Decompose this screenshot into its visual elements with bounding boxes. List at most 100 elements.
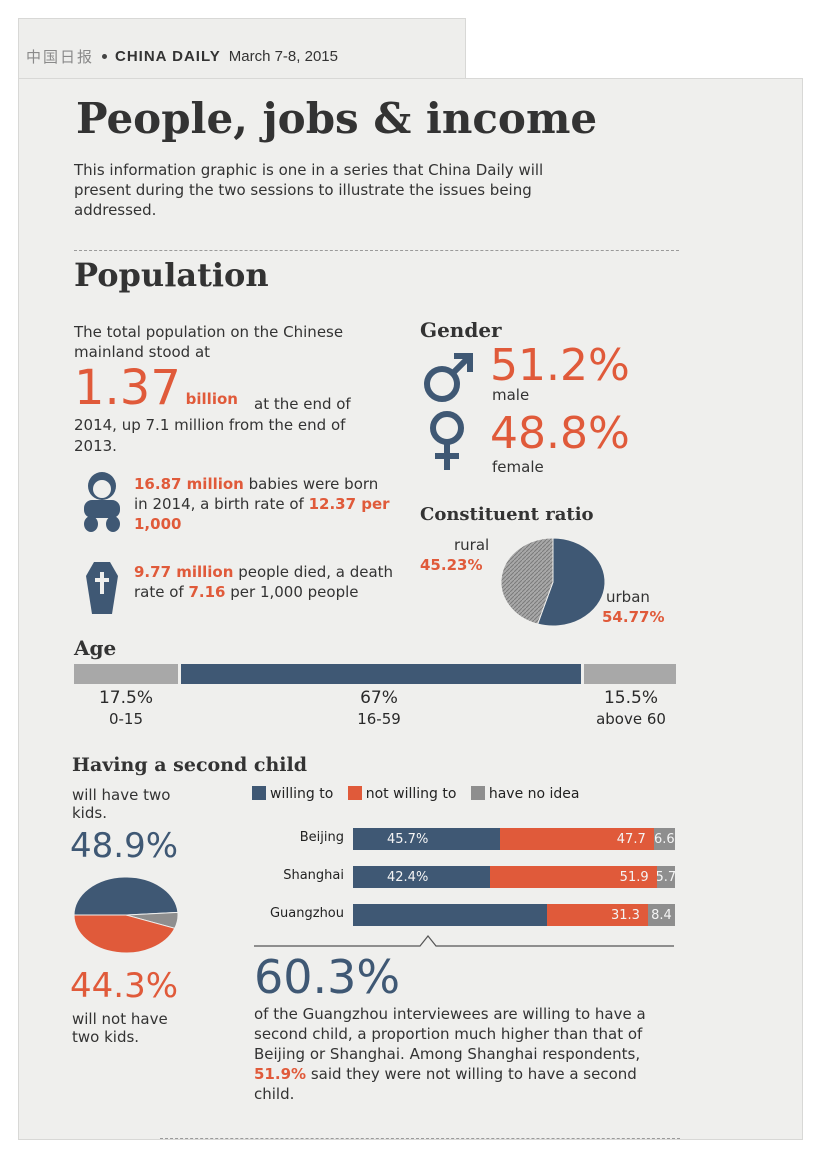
- legend-willing-label: willing to: [270, 786, 334, 802]
- deaths-highlight: 9.77 million: [134, 563, 234, 581]
- bar-value-label: 5.7: [656, 869, 675, 885]
- bar-value-label: 42.4%: [387, 869, 429, 885]
- callout-text-part: of the Guangzhou interviewees are willin…: [254, 1005, 646, 1063]
- legend-no-idea-swatch: [470, 786, 485, 800]
- legend-no-idea-label: have no idea: [488, 786, 580, 802]
- deaths-text: 9.77 million people died, a death rate o…: [134, 562, 394, 602]
- bar-value-label: 47.7: [616, 831, 646, 847]
- second-child-pie-chart: [73, 876, 179, 954]
- intro-text: This information graphic is one in a ser…: [74, 161, 544, 219]
- bar-segment-no-idea: 8.4: [647, 904, 675, 926]
- birth-rate: 12.37 per 1,000: [134, 495, 390, 533]
- male-pct: 51.2%: [490, 340, 630, 391]
- deaths-text-part: people died, a death rate of: [134, 563, 394, 601]
- second-child-heading: Having a second child: [72, 754, 308, 776]
- will-not-have-label: will not have two kids.: [72, 1010, 168, 1046]
- urban-label: urban: [606, 588, 650, 606]
- callout-text: of the Guangzhou interviewees are willin…: [254, 1004, 674, 1104]
- age-old-pct: 15.5%: [603, 688, 658, 708]
- pie-slice-will-have: [73, 876, 179, 916]
- population-tail: at the end of 2014, up 7.1 million from …: [74, 395, 351, 455]
- bar-value-label: 6.6: [654, 831, 675, 847]
- city-bar-shanghai: 42.4% 51.9 5.7: [353, 866, 675, 888]
- female-icon: [430, 411, 464, 470]
- age-heading: Age: [74, 636, 117, 660]
- bar-segment-not-willing: 31.3: [547, 904, 648, 926]
- gender-heading: Gender: [420, 318, 502, 342]
- female-label: female: [492, 458, 544, 476]
- callout-pointer: [254, 935, 674, 947]
- masthead-bullet: [102, 53, 108, 59]
- bar-segment-not-willing: 47.7: [500, 828, 654, 850]
- age-working-range: 16-59: [357, 710, 401, 728]
- legend-willing-swatch: [252, 786, 266, 800]
- bar-segment-no-idea: 6.6: [653, 828, 675, 850]
- bar-value-label: 45.7%: [387, 831, 429, 847]
- pie-slice-urban: [536, 537, 606, 627]
- city-bar-beijing: 45.7% 47.7 6.6: [353, 828, 675, 850]
- bar-segment-willing: 45.7%: [353, 828, 501, 850]
- bar-segment-not-willing: 51.9: [489, 866, 657, 888]
- population-billion: billion: [185, 390, 238, 408]
- legend-not-willing: not willing to: [347, 786, 457, 802]
- masthead-logo: 中国日报: [26, 47, 95, 66]
- population-big-number: 1.37: [74, 360, 181, 416]
- legend-willing: willing to: [252, 786, 333, 802]
- age-labels: 17.5% 0-15 67% 16-59 15.5% above 60: [76, 688, 676, 732]
- births-text: 16.87 million babies were born in 2014, …: [134, 474, 394, 534]
- newspaper-clipping: [18, 78, 803, 1140]
- city-label-guangzhou: Guangzhou: [269, 906, 344, 921]
- male-label: male: [492, 386, 530, 404]
- pie-slice-rural: [500, 537, 554, 625]
- age-segment-young: [74, 664, 179, 684]
- page-title: People, jobs & income: [76, 94, 598, 143]
- population-lead: The total population on the Chinese main…: [74, 323, 344, 361]
- deaths-text-tail: per 1,000 people: [225, 583, 359, 601]
- age-bar: [74, 664, 676, 684]
- bar-segment-willing: [353, 904, 548, 926]
- legend-not-willing-swatch: [347, 786, 362, 800]
- city-bar-guangzhou: 31.3 8.4: [353, 904, 675, 926]
- masthead: 中国日报 CHINA DAILY March 7-8, 2015: [26, 42, 338, 70]
- city-label-beijing: Beijing: [299, 830, 344, 845]
- city-label-shanghai: Shanghai: [283, 868, 344, 883]
- legend-no-idea: have no idea: [470, 786, 580, 802]
- urban-pct: 54.77%: [602, 608, 665, 626]
- rural-pct: 45.23%: [420, 556, 483, 574]
- bar-value-label: 31.3: [610, 907, 640, 923]
- header-clipping: [18, 18, 466, 80]
- chart-legend: willing to not willing to have no idea: [252, 786, 580, 802]
- death-rate: 7.16: [188, 583, 226, 601]
- bottom-divider: [160, 1138, 680, 1139]
- age-segment-working: [181, 664, 581, 684]
- age-working-pct: 67%: [360, 688, 398, 708]
- coffin-icon: [86, 562, 118, 614]
- bar-segment-no-idea: 5.7: [656, 866, 675, 888]
- births-text-part: babies were born in 2014, a birth rate o…: [134, 475, 379, 513]
- age-old-range: above 60: [596, 710, 666, 728]
- population-total-block: 1.37 billion: [74, 362, 394, 414]
- female-pct: 48.8%: [490, 408, 630, 459]
- bar-value-label: 51.9: [619, 869, 649, 885]
- bar-value-label: 8.4: [651, 907, 672, 923]
- rural-label: rural: [454, 536, 490, 554]
- callout-pct: 60.3%: [254, 950, 401, 1004]
- callout-highlight: 51.9%: [254, 1065, 307, 1083]
- will-not-have-pct: 44.3%: [70, 966, 179, 1006]
- bar-segment-willing: 42.4%: [353, 866, 490, 888]
- male-icon: [424, 353, 473, 402]
- callout-text-tail: said they were not willing to have a sec…: [254, 1065, 637, 1103]
- constituent-pie-chart: [500, 537, 606, 627]
- baby-icon: [84, 472, 120, 532]
- population-heading: Population: [74, 256, 269, 294]
- age-segment-old: [583, 664, 676, 684]
- age-young-range: 0-15: [108, 710, 144, 728]
- city-bars: Beijing 45.7% 47.7 6.6 Shanghai 42.4% 51.9 5…: [244, 828, 684, 938]
- pie-slice-will-not-have: [73, 914, 176, 954]
- age-young-pct: 17.5%: [98, 688, 153, 708]
- masthead-name: CHINA DAILY: [115, 47, 221, 65]
- masthead-date: March 7-8, 2015: [228, 47, 338, 65]
- legend-not-willing-label: not willing to: [365, 786, 457, 802]
- births-highlight: 16.87 million: [134, 475, 244, 493]
- constituent-heading: Constituent ratio: [420, 504, 594, 525]
